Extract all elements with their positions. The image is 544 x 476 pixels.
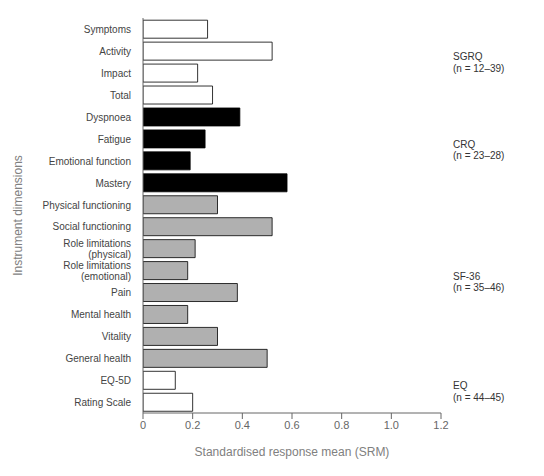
svg-text:Symptoms: Symptoms: [84, 23, 131, 34]
svg-text:Role limitations(emotional): Role limitations(emotional): [63, 259, 131, 281]
svg-text:Emotional function: Emotional function: [49, 155, 131, 166]
svg-text:Rating Scale: Rating Scale: [74, 397, 131, 408]
svg-text:Impact: Impact: [101, 67, 131, 78]
svg-text:EQ-5D: EQ-5D: [100, 375, 131, 386]
svg-text:0.6: 0.6: [284, 419, 299, 431]
svg-text:1.0: 1.0: [384, 419, 399, 431]
svg-text:SGRQ(n = 12–39): SGRQ(n = 12–39): [453, 51, 504, 73]
svg-text:0.2: 0.2: [185, 419, 200, 431]
svg-text:Standardised response mean (SR: Standardised response mean (SRM): [195, 445, 390, 459]
svg-text:EQ(n = 44–45): EQ(n = 44–45): [453, 380, 504, 403]
svg-text:Pain: Pain: [111, 287, 131, 298]
svg-text:Instrument dimensions: Instrument dimensions: [11, 155, 25, 276]
svg-text:0.4: 0.4: [235, 419, 250, 431]
svg-text:Total: Total: [110, 89, 131, 100]
svg-text:Activity: Activity: [99, 45, 131, 56]
svg-text:0.8: 0.8: [334, 419, 349, 431]
svg-text:0: 0: [140, 419, 146, 431]
svg-text:Social functioning: Social functioning: [53, 221, 131, 232]
svg-text:General health: General health: [65, 353, 131, 364]
svg-text:Mental health: Mental health: [71, 309, 131, 320]
svg-text:Fatigue: Fatigue: [98, 133, 132, 144]
svg-text:SF-36(n = 35–46): SF-36(n = 35–46): [453, 270, 504, 293]
svg-text:Dyspnoea: Dyspnoea: [86, 111, 131, 122]
svg-text:1.2: 1.2: [433, 419, 448, 431]
svg-text:Vitality: Vitality: [102, 331, 131, 342]
svg-text:CRQ(n = 23–28): CRQ(n = 23–28): [453, 138, 504, 161]
svg-text:Physical functioning: Physical functioning: [43, 199, 131, 210]
svg-text:Mastery: Mastery: [95, 177, 131, 188]
svg-text:Role limitations(physical): Role limitations(physical): [63, 237, 131, 259]
